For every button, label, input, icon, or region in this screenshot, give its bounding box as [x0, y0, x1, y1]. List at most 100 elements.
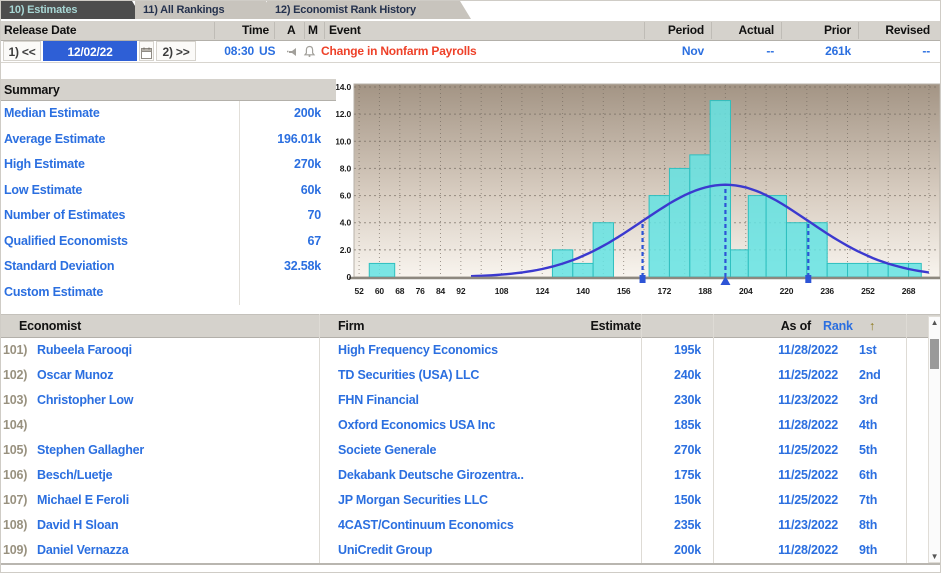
table-row[interactable]: 106) Besch/Luetje Dekabank Deutsche Giro…: [1, 463, 926, 488]
firm-name: UniCredit Group: [338, 543, 433, 557]
firm-name: TD Securities (USA) LLC: [338, 368, 480, 382]
table-bottom-border: [1, 563, 940, 565]
svg-text:140: 140: [576, 286, 590, 296]
release-time-value: 08:30: [224, 44, 254, 58]
svg-text:252: 252: [861, 286, 875, 296]
calendar-icon[interactable]: [139, 41, 154, 61]
asof-date: 11/23/2022: [778, 518, 838, 532]
asof-column-header[interactable]: As of: [780, 319, 811, 333]
tab-economist-rank-history[interactable]: 12) Economist Rank History: [267, 1, 471, 19]
svg-text:0: 0: [346, 272, 351, 282]
rank-value: 9th: [859, 543, 878, 557]
summary-label: Qualified Economists: [4, 233, 128, 248]
alert-a-header: A: [287, 23, 296, 37]
summary-divider: [239, 101, 240, 305]
rank-value: 4th: [859, 418, 878, 432]
table-row[interactable]: 108) David H Sloan 4CAST/Continuum Econo…: [1, 513, 926, 538]
summary-value: 32.58k: [283, 259, 321, 273]
sort-ascending-icon[interactable]: ↑: [869, 319, 876, 333]
row-number: 107): [3, 493, 28, 507]
svg-text:14.0: 14.0: [336, 82, 351, 92]
row-number: 105): [3, 443, 28, 457]
tab-all-rankings[interactable]: 11) All Rankings: [135, 1, 277, 19]
economist-name: Rubeela Farooqi: [37, 343, 132, 357]
bell-icon-glyph: [303, 46, 316, 58]
scroll-thumb[interactable]: [930, 339, 939, 369]
rank-column-header[interactable]: Rank: [823, 319, 853, 333]
event-name-link[interactable]: Change in Nonfarm Payrolls: [321, 44, 477, 58]
estimate-value: 240k: [673, 368, 701, 382]
calendar-icon-glyph: [141, 47, 152, 59]
speaker-icon-glyph: [287, 48, 296, 57]
release-value-row: 1) << 12/02/22 2) >> 08:30 US Change: [1, 41, 940, 63]
firm-name: Societe Generale: [338, 443, 437, 457]
period-header: Period: [667, 23, 704, 37]
summary-row-qualified: Qualified Economists 67: [1, 229, 336, 255]
svg-text:204: 204: [739, 286, 753, 296]
scroll-down-button[interactable]: ▼: [930, 552, 939, 561]
next-release-button[interactable]: 2) >>: [156, 41, 196, 61]
rank-value: 8th: [859, 518, 878, 532]
summary-label: High Estimate: [4, 157, 85, 171]
svg-text:268: 268: [902, 286, 916, 296]
actual-value: --: [766, 44, 774, 58]
summary-label: Custom Estimate: [4, 284, 104, 299]
svg-text:60: 60: [375, 286, 385, 296]
estimate-value: 230k: [673, 393, 701, 407]
actual-header: Actual: [738, 23, 775, 37]
svg-text:10.0: 10.0: [336, 136, 351, 146]
table-row[interactable]: 109) Daniel Vernazza UniCredit Group 200…: [1, 538, 926, 563]
table-row[interactable]: 107) Michael E Feroli JP Morgan Securiti…: [1, 488, 926, 513]
summary-row-median: Median Estimate 200k: [1, 101, 336, 127]
summary-value: 270k: [293, 157, 321, 171]
row-number: 101): [3, 343, 28, 357]
summary-value: 200k: [293, 106, 321, 120]
svg-text:12.0: 12.0: [336, 109, 351, 119]
svg-text:188: 188: [698, 286, 712, 296]
table-row[interactable]: 103) Christopher Low FHN Financial 230k …: [1, 388, 926, 413]
table-row[interactable]: 105) Stephen Gallagher Societe Generale …: [1, 438, 926, 463]
economist-column-header[interactable]: Economist: [19, 319, 82, 333]
summary-row-high: High Estimate 270k: [1, 152, 336, 178]
economist-name: Christopher Low: [37, 393, 134, 407]
table-row[interactable]: 102) Oscar Munoz TD Securities (USA) LLC…: [1, 363, 926, 388]
estimate-column-header[interactable]: Estimate: [590, 319, 641, 333]
svg-text:108: 108: [495, 286, 509, 296]
release-date-field[interactable]: 12/02/22: [43, 41, 137, 61]
svg-text:124: 124: [535, 286, 549, 296]
summary-row-average: Average Estimate 196.01k: [1, 127, 336, 153]
time-header: Time: [242, 23, 269, 37]
rank-value: 2nd: [859, 368, 881, 382]
table-row[interactable]: 101) Rubeela Farooqi High Frequency Econ…: [1, 338, 926, 363]
asof-date: 11/28/2022: [778, 418, 838, 432]
bell-alert-icon[interactable]: [303, 41, 319, 61]
table-scrollbar[interactable]: ▲ ▼: [928, 316, 940, 563]
asof-date: 11/25/2022: [778, 468, 838, 482]
summary-row-count: Number of Estimates 70: [1, 203, 336, 229]
tab-estimates[interactable]: 10) Estimates: [1, 1, 143, 19]
estimate-value: 185k: [673, 418, 701, 432]
svg-text:4.0: 4.0: [340, 218, 352, 228]
audio-alert-icon[interactable]: [285, 41, 301, 61]
estimate-value: 200k: [673, 543, 701, 557]
row-number: 108): [3, 518, 28, 532]
rank-value: 5th: [859, 443, 878, 457]
summary-value: 67: [307, 233, 321, 248]
rank-value: 7th: [859, 493, 878, 507]
estimate-value: 235k: [673, 518, 701, 532]
column-divider: [713, 314, 714, 564]
prior-header: Prior: [823, 23, 851, 37]
estimate-distribution-chart: 14.0 12.0 10.0 8.0 6.0 4.0 2.0 0 52 60 68 76 84 92 108…: [335, 81, 940, 313]
row-number: 106): [3, 468, 28, 482]
summary-label: Median Estimate: [4, 106, 100, 120]
scroll-up-button[interactable]: ▲: [930, 318, 939, 327]
firm-column-header[interactable]: Firm: [338, 319, 365, 333]
svg-text:68: 68: [395, 286, 405, 296]
firm-name: High Frequency Economics: [338, 343, 498, 357]
svg-text:92: 92: [456, 286, 466, 296]
prev-release-button[interactable]: 1) <<: [3, 41, 41, 61]
economist-table-header: Economist Firm Estimate As of Rank ↑: [1, 314, 940, 338]
table-row[interactable]: 104) Oxford Economics USA Inc 185k 11/28…: [1, 413, 926, 438]
rank-value: 1st: [859, 343, 877, 357]
